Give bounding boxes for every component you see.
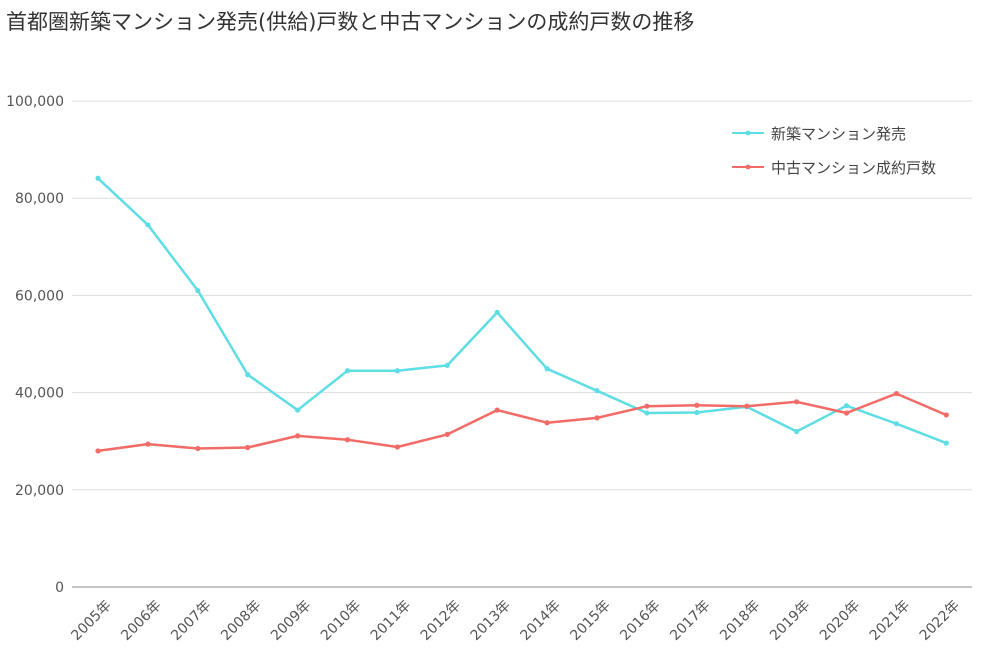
series-layer — [95, 175, 949, 454]
x-tick-label: 2013年 — [468, 598, 514, 644]
y-tick-label: 20,000 — [15, 483, 64, 499]
data-point — [694, 402, 700, 408]
data-point — [794, 428, 800, 435]
data-point — [145, 222, 151, 228]
data-point — [295, 433, 301, 439]
y-tick-label: 40,000 — [15, 386, 64, 402]
data-point — [794, 399, 800, 405]
data-point — [95, 448, 101, 454]
data-point — [644, 403, 650, 409]
data-point — [843, 403, 850, 409]
x-tick-label: 2010年 — [318, 598, 364, 644]
x-tick-label: 2021年 — [867, 598, 913, 644]
chart-title: 首都圏新築マンション発売(供給)戸数と中古マンションの成約戸数の推移 — [6, 10, 695, 34]
data-point — [744, 403, 750, 409]
x-tick-label: 2017年 — [667, 598, 713, 644]
data-point — [594, 415, 600, 421]
x-axis: 2005年 2006年 2007年 2008年 2009年 2010年 2011年 2012年… — [68, 598, 963, 644]
legend-marker — [745, 164, 751, 170]
x-tick-label: 2018年 — [717, 598, 763, 644]
x-tick-label: 2008年 — [218, 598, 264, 644]
x-tick-label: 2009年 — [268, 598, 314, 644]
x-tick-label: 2015年 — [567, 598, 613, 644]
data-point — [344, 437, 351, 443]
data-point — [444, 362, 450, 368]
grid-lines — [72, 100, 972, 588]
series-line-0 — [97, 177, 947, 445]
data-point — [245, 372, 251, 378]
data-point — [594, 388, 600, 394]
y-tick-label: 100,000 — [6, 94, 64, 110]
x-tick-label: 2011年 — [368, 598, 414, 644]
y-tick-label: 80,000 — [15, 191, 64, 207]
y-axis: 0 20,000 40,000 60,000 80,000 100,000 — [6, 94, 64, 596]
series-1 — [95, 390, 949, 454]
series-0 — [95, 175, 949, 446]
data-point — [394, 368, 400, 374]
data-point — [145, 441, 151, 447]
data-point — [943, 412, 949, 418]
legend-label: 新築マンション発売 — [771, 125, 906, 143]
data-point — [344, 368, 351, 374]
y-tick-label: 0 — [55, 580, 64, 596]
x-tick-label: 2007年 — [168, 598, 214, 644]
data-point — [494, 407, 500, 413]
y-tick-label: 60,000 — [15, 288, 64, 304]
series-line-1 — [97, 392, 947, 453]
x-tick-label: 2022年 — [917, 598, 963, 644]
data-point — [95, 175, 101, 181]
legend-item-0: 新築マンション発売 — [732, 125, 906, 143]
data-point — [843, 410, 850, 416]
data-point — [394, 444, 400, 450]
data-point — [195, 445, 201, 452]
legend-item-1: 中古マンション成約戸数 — [732, 159, 936, 177]
data-point — [444, 431, 450, 437]
x-tick-label: 2005年 — [68, 598, 114, 644]
x-tick-label: 2012年 — [418, 598, 464, 644]
data-point — [893, 421, 900, 427]
legend-marker — [745, 130, 751, 136]
data-point — [544, 366, 550, 372]
legend-label: 中古マンション成約戸数 — [771, 159, 936, 177]
data-point — [245, 444, 251, 451]
x-tick-label: 2014年 — [518, 598, 564, 644]
x-tick-label: 2016年 — [617, 598, 663, 644]
data-point — [544, 420, 550, 426]
data-point — [644, 410, 650, 416]
x-tick-label: 2006年 — [118, 598, 164, 644]
data-point — [694, 409, 700, 416]
data-point — [943, 440, 949, 446]
data-point — [195, 287, 201, 294]
x-tick-label: 2019年 — [767, 598, 813, 644]
x-tick-label: 2020年 — [817, 598, 863, 644]
data-point — [893, 390, 900, 397]
data-point — [494, 309, 500, 316]
data-point — [295, 407, 301, 413]
